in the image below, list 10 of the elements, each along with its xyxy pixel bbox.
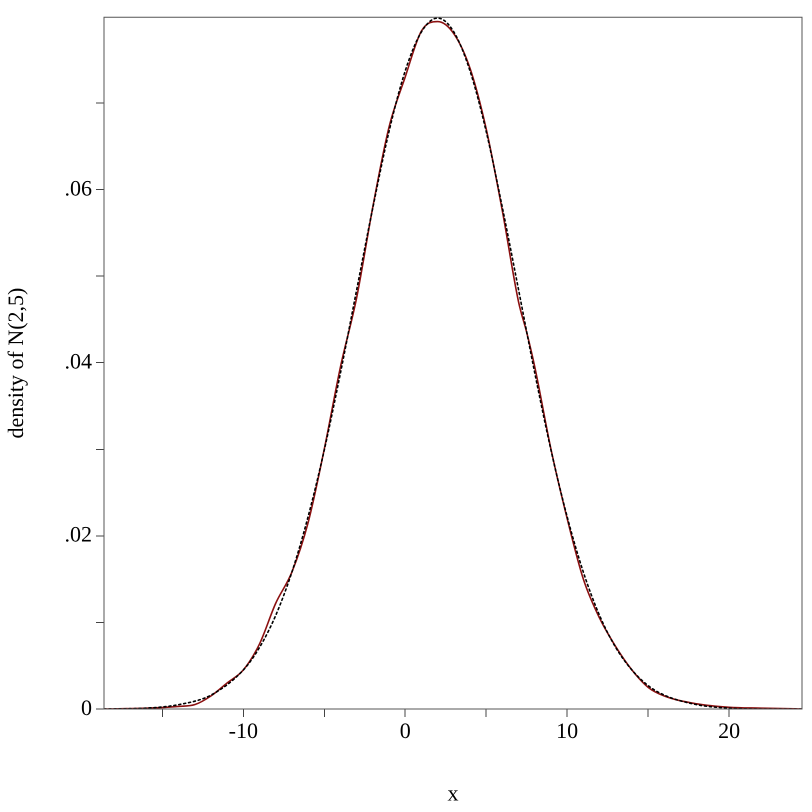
x-tick-label: 0 <box>400 718 411 743</box>
y-tick-label: .04 <box>64 348 92 374</box>
y-tick-label: .02 <box>64 522 92 547</box>
x-tick-label: -10 <box>228 718 258 743</box>
y-axis-title: density of N(2,5) <box>2 288 28 439</box>
x-tick-label: 20 <box>718 718 740 743</box>
y-tick-label: 0 <box>81 694 92 720</box>
y-tick-label: .06 <box>64 175 92 200</box>
x-axis-title: x <box>448 780 458 806</box>
x-tick-label: 10 <box>556 718 578 743</box>
